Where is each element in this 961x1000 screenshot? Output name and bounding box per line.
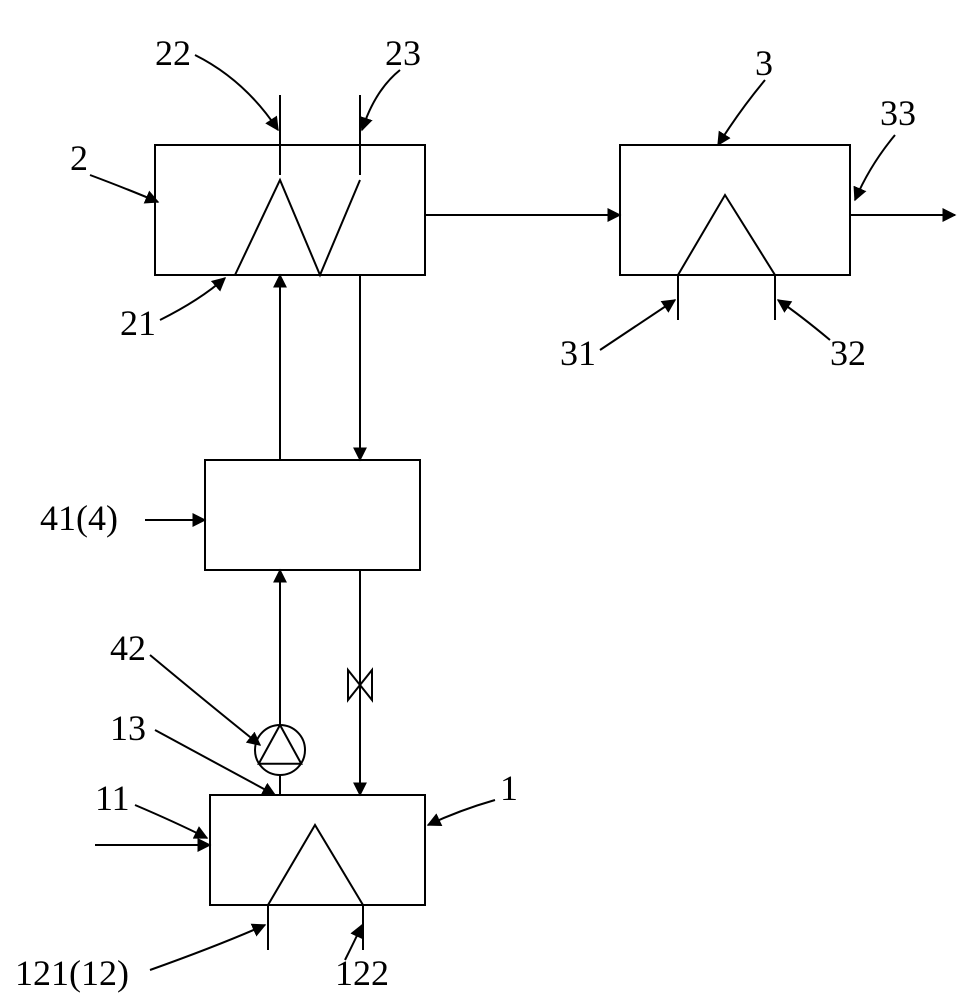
label-L33: 33 <box>880 93 916 133</box>
leader-ld33 <box>855 135 895 200</box>
z2-coil <box>235 180 360 275</box>
z3-coil <box>678 195 775 275</box>
label-L122: 122 <box>335 953 389 993</box>
label-L121: 121(12) <box>15 953 129 993</box>
label-L22: 22 <box>155 33 191 73</box>
box41 <box>205 460 420 570</box>
z1-coil <box>268 825 363 905</box>
label-L32: 32 <box>830 333 866 373</box>
label-L1: 1 <box>500 768 518 808</box>
label-L2: 2 <box>70 138 88 178</box>
leader-ld21 <box>160 278 225 320</box>
leader-ld42 <box>150 655 260 745</box>
leader-ld23 <box>362 70 400 130</box>
label-L23: 23 <box>385 33 421 73</box>
leader-ld2 <box>90 175 158 202</box>
leader-ld32 <box>778 300 830 340</box>
label-L42: 42 <box>110 628 146 668</box>
label-L3: 3 <box>755 43 773 83</box>
leader-ld31 <box>600 300 675 350</box>
label-L41: 41(4) <box>40 498 118 538</box>
label-L21: 21 <box>120 303 156 343</box>
leader-ld121 <box>150 925 265 970</box>
label-L13: 13 <box>110 708 146 748</box>
leader-ld22 <box>195 55 278 130</box>
leader-ld11 <box>135 805 207 838</box>
process-diagram: 2223221333313241(4)4213111121(12)122 <box>0 0 961 1000</box>
box1 <box>210 795 425 905</box>
box2 <box>155 145 425 275</box>
label-L11: 11 <box>95 778 130 818</box>
leader-ld1 <box>428 800 495 825</box>
pump-icon <box>255 725 305 775</box>
label-L31: 31 <box>560 333 596 373</box>
leader-ld3 <box>718 80 765 145</box>
